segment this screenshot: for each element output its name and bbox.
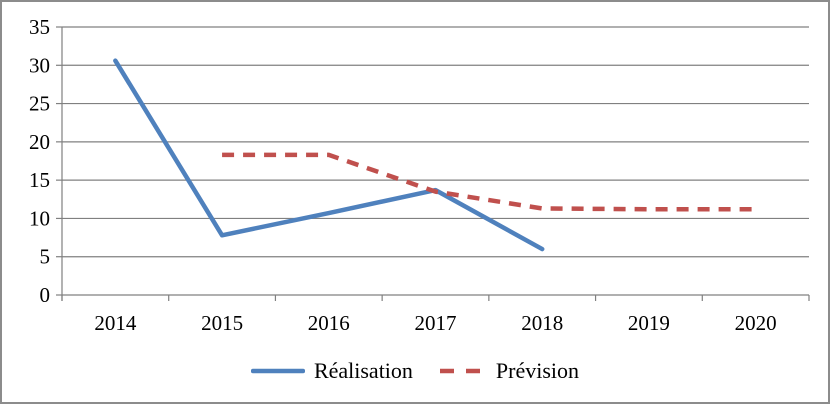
- y-tick-label: 5: [40, 245, 51, 269]
- legend-label-prevision: Prévision: [495, 358, 580, 383]
- y-tick-label: 25: [29, 92, 50, 116]
- y-tick-label: 15: [29, 168, 50, 192]
- x-tick-label: 2014: [94, 311, 137, 335]
- legend-label-realisation: Réalisation: [313, 358, 413, 383]
- y-tick-label: 10: [29, 206, 50, 230]
- x-tick-label: 2017: [415, 311, 457, 335]
- legend-item-realisation: Réalisation: [250, 356, 413, 386]
- y-tick-label: 0: [40, 283, 51, 307]
- chart-legend: Réalisation Prévision: [2, 354, 828, 388]
- series-line-prevision: [222, 152, 756, 212]
- x-tick-label: 2015: [201, 311, 243, 335]
- series-line-realisation: [113, 58, 545, 252]
- legend-item-prevision: Prévision: [439, 356, 579, 386]
- x-tick-label: 2020: [735, 311, 777, 335]
- legend-swatch-realisation-icon: [250, 368, 305, 374]
- x-tick-label: 2016: [308, 311, 350, 335]
- y-tick-label: 35: [29, 15, 50, 39]
- legend-swatch-prevision-icon: [439, 368, 486, 374]
- x-tick-label: 2019: [628, 311, 670, 335]
- x-tick-label: 2018: [521, 311, 563, 335]
- plot-area: 0 5 10 15 20 25 30 35 2014 2015 2016 2017 2018 2019 20…: [29, 15, 810, 335]
- y-tick-label: 20: [29, 130, 50, 154]
- y-tick-label: 30: [29, 53, 50, 77]
